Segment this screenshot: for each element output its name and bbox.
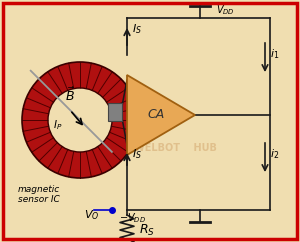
Text: $i_1$: $i_1$ (270, 47, 279, 61)
Bar (108, 103, 122, 121)
Circle shape (49, 89, 111, 151)
Polygon shape (127, 75, 195, 155)
Text: magnetic
sensor IC: magnetic sensor IC (18, 185, 60, 204)
Text: $I_S$: $I_S$ (132, 22, 142, 36)
Text: $V_{DD}$: $V_{DD}$ (216, 3, 235, 17)
Text: $i_2$: $i_2$ (270, 147, 279, 161)
Text: $\vec{B}$: $\vec{B}$ (65, 86, 75, 104)
Text: $-V_{DD}$: $-V_{DD}$ (119, 211, 146, 225)
Text: CA: CA (147, 108, 165, 121)
Text: $I_P$: $I_P$ (53, 118, 63, 132)
Text: WELBOT    HUB: WELBOT HUB (134, 143, 216, 153)
Text: $V_O$: $V_O$ (84, 208, 99, 222)
Polygon shape (22, 62, 138, 178)
Text: $I_S$: $I_S$ (132, 147, 142, 161)
Text: $R_S$: $R_S$ (139, 222, 155, 238)
